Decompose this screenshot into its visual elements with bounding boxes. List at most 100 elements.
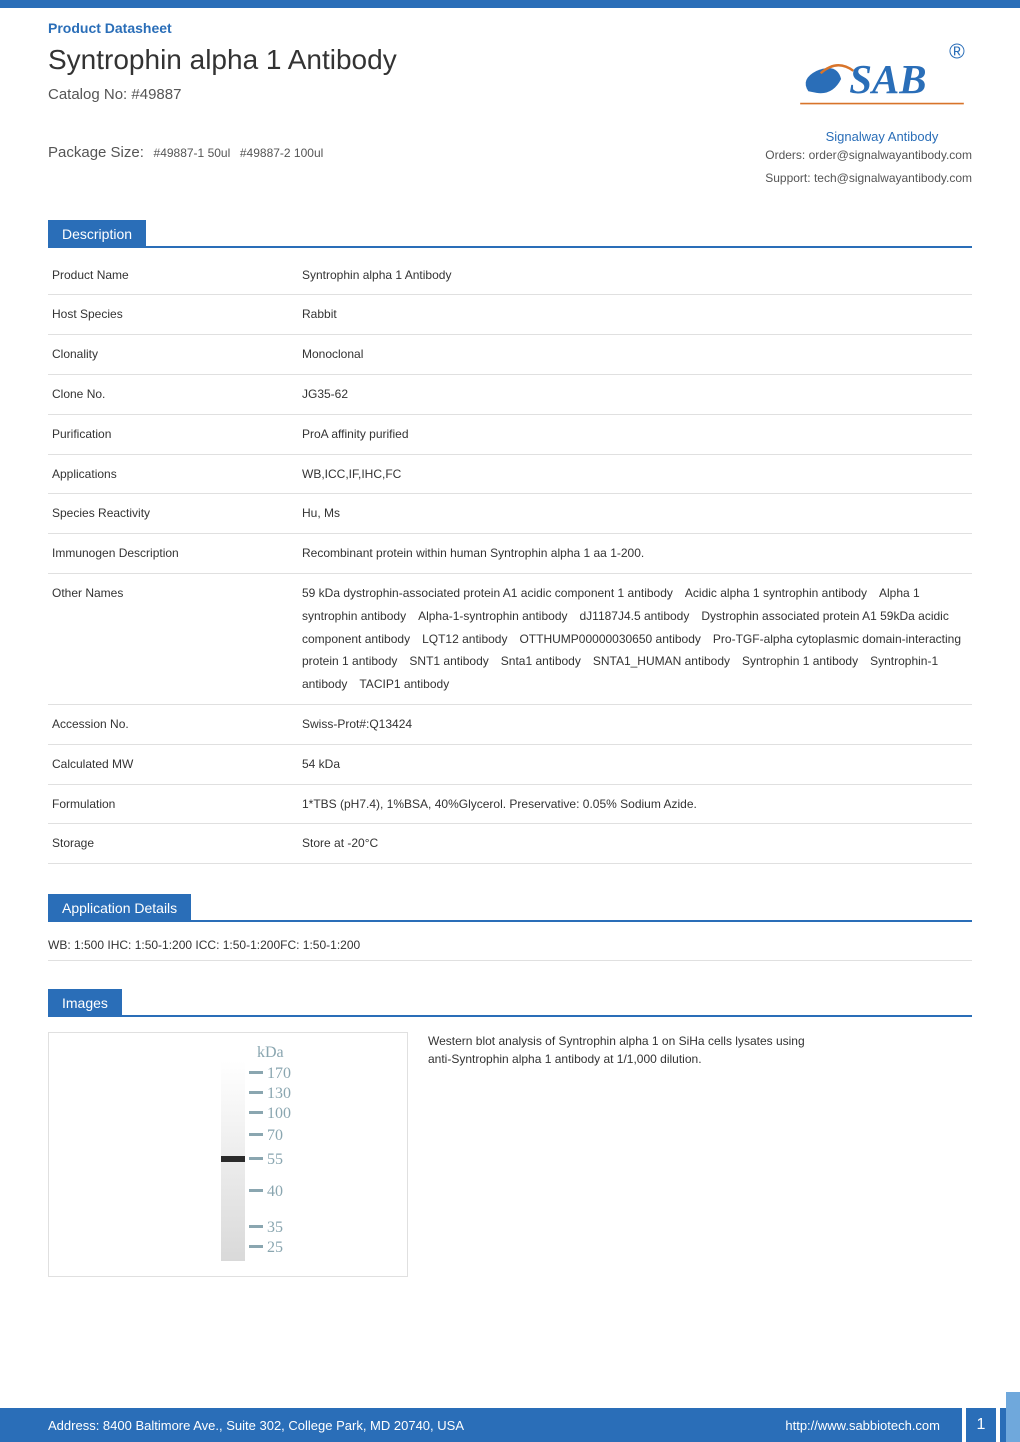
top-accent-bar bbox=[0, 0, 1020, 8]
western-blot-image: kDa 170 130 100 70 55 40 35 25 bbox=[48, 1032, 408, 1277]
catalog-line: Catalog No: #49887 bbox=[48, 86, 792, 103]
package-item-1: #49887-2 100ul bbox=[240, 146, 323, 160]
contact-block: Orders: order@signalwayantibody.com Supp… bbox=[765, 144, 972, 190]
marker-tick bbox=[249, 1245, 263, 1248]
row-label: Applications bbox=[48, 454, 298, 494]
header-row: Syntrophin alpha 1 Antibody Catalog No: … bbox=[48, 44, 972, 144]
row-label: Other Names bbox=[48, 573, 298, 704]
table-row: StorageStore at -20°C bbox=[48, 824, 972, 864]
marker-label: 70 bbox=[267, 1127, 283, 1144]
marker-tick bbox=[249, 1189, 263, 1192]
package-item-0: #49887-1 50ul bbox=[154, 146, 231, 160]
images-header: Images bbox=[48, 989, 122, 1017]
package-row: Package Size: #49887-1 50ul #49887-2 100… bbox=[48, 144, 972, 190]
row-label: Calculated MW bbox=[48, 744, 298, 784]
application-details-header: Application Details bbox=[48, 894, 191, 922]
image-caption: Western blot analysis of Syntrophin alph… bbox=[428, 1032, 808, 1277]
page-side-accent bbox=[1006, 1392, 1020, 1442]
row-value: JG35-62 bbox=[298, 374, 972, 414]
row-value: Monoclonal bbox=[298, 335, 972, 375]
western-blot-figure: kDa 170 130 100 70 55 40 35 25 bbox=[219, 1041, 359, 1271]
section-divider bbox=[48, 246, 972, 248]
row-value: 54 kDa bbox=[298, 744, 972, 784]
marker-tick bbox=[249, 1111, 263, 1114]
table-row: Host SpeciesRabbit bbox=[48, 295, 972, 335]
catalog-value: #49887 bbox=[131, 86, 181, 103]
row-value: Rabbit bbox=[298, 295, 972, 335]
description-header: Description bbox=[48, 220, 146, 248]
main-content: Product Datasheet Syntrophin alpha 1 Ant… bbox=[0, 8, 1020, 1277]
row-value: ProA affinity purified bbox=[298, 414, 972, 454]
marker-label: 25 bbox=[267, 1239, 283, 1256]
support-email: tech@signalwayantibody.com bbox=[814, 171, 972, 185]
table-row: Immunogen DescriptionRecombinant protein… bbox=[48, 534, 972, 574]
table-row: Species ReactivityHu, Ms bbox=[48, 494, 972, 534]
table-row: ClonalityMonoclonal bbox=[48, 335, 972, 375]
table-row: Accession No.Swiss-Prot#:Q13424 bbox=[48, 704, 972, 744]
footer-bar: Address: 8400 Baltimore Ave., Suite 302,… bbox=[0, 1408, 1020, 1442]
row-label: Species Reactivity bbox=[48, 494, 298, 534]
application-details-section: Application Details WB: 1:500 IHC: 1:50-… bbox=[48, 894, 972, 961]
application-details-text: WB: 1:500 IHC: 1:50-1:200 ICC: 1:50-1:20… bbox=[48, 930, 972, 961]
row-value: Swiss-Prot#:Q13424 bbox=[298, 704, 972, 744]
marker-label: 40 bbox=[267, 1183, 283, 1200]
table-row: Formulation1*TBS (pH7.4), 1%BSA, 40%Glyc… bbox=[48, 784, 972, 824]
section-divider bbox=[48, 1015, 972, 1017]
row-value: WB,ICC,IF,IHC,FC bbox=[298, 454, 972, 494]
blot-band bbox=[221, 1156, 245, 1162]
row-label: Storage bbox=[48, 824, 298, 864]
kda-label: kDa bbox=[257, 1044, 284, 1061]
footer-url: http://www.sabbiotech.com bbox=[785, 1418, 940, 1433]
registered-mark: ® bbox=[949, 40, 965, 64]
row-value: Hu, Ms bbox=[298, 494, 972, 534]
marker-tick bbox=[249, 1225, 263, 1228]
marker-label: 170 bbox=[267, 1065, 291, 1082]
row-label: Immunogen Description bbox=[48, 534, 298, 574]
images-row: kDa 170 130 100 70 55 40 35 25 Western blot ana… bbox=[48, 1032, 972, 1277]
table-row: Product NameSyntrophin alpha 1 Antibody bbox=[48, 256, 972, 295]
row-label: Clone No. bbox=[48, 374, 298, 414]
description-section: Description Product NameSyntrophin alpha… bbox=[48, 220, 972, 865]
marker-label: 130 bbox=[267, 1085, 291, 1102]
logo-brand-text: SAB bbox=[849, 57, 926, 102]
row-label: Host Species bbox=[48, 295, 298, 335]
footer-address: Address: 8400 Baltimore Ave., Suite 302,… bbox=[48, 1418, 785, 1433]
marker-label: 35 bbox=[267, 1219, 283, 1236]
marker-tick bbox=[249, 1091, 263, 1094]
row-value: 1*TBS (pH7.4), 1%BSA, 40%Glycerol. Prese… bbox=[298, 784, 972, 824]
table-row: ApplicationsWB,ICC,IF,IHC,FC bbox=[48, 454, 972, 494]
images-section: Images kDa 1701301007055403525 W bbox=[48, 989, 972, 1277]
logo-block: SAB ® Signalway Antibody bbox=[792, 34, 972, 144]
row-value: Syntrophin alpha 1 Antibody bbox=[298, 256, 972, 295]
package-label: Package Size: bbox=[48, 144, 144, 161]
table-row: Calculated MW54 kDa bbox=[48, 744, 972, 784]
support-line: Support: tech@signalwayantibody.com bbox=[765, 167, 972, 190]
row-label: Product Name bbox=[48, 256, 298, 295]
orders-label: Orders: bbox=[765, 148, 805, 162]
table-row: PurificationProA affinity purified bbox=[48, 414, 972, 454]
table-row: Other Names59 kDa dystrophin-associated … bbox=[48, 573, 972, 704]
orders-line: Orders: order@signalwayantibody.com bbox=[765, 144, 972, 167]
marker-tick bbox=[249, 1133, 263, 1136]
row-label: Formulation bbox=[48, 784, 298, 824]
logo-subtitle: Signalway Antibody bbox=[792, 129, 972, 144]
marker-label: 100 bbox=[267, 1105, 291, 1122]
marker-tick bbox=[249, 1071, 263, 1074]
catalog-label: Catalog No: bbox=[48, 86, 127, 103]
header-left: Syntrophin alpha 1 Antibody Catalog No: … bbox=[48, 44, 792, 133]
row-label: Accession No. bbox=[48, 704, 298, 744]
row-value: Recombinant protein within human Syntrop… bbox=[298, 534, 972, 574]
page-number: 1 bbox=[962, 1404, 1000, 1442]
description-table: Product NameSyntrophin alpha 1 AntibodyH… bbox=[48, 256, 972, 865]
row-label: Clonality bbox=[48, 335, 298, 375]
row-value: 59 kDa dystrophin-associated protein A1 … bbox=[298, 573, 972, 704]
row-value: Store at -20°C bbox=[298, 824, 972, 864]
marker-tick bbox=[249, 1157, 263, 1160]
marker-label: 55 bbox=[267, 1151, 283, 1168]
package-left: Package Size: #49887-1 50ul #49887-2 100… bbox=[48, 144, 323, 161]
table-row: Clone No.JG35-62 bbox=[48, 374, 972, 414]
support-label: Support: bbox=[765, 171, 810, 185]
brand-logo-icon: SAB ® bbox=[792, 34, 972, 124]
row-label: Purification bbox=[48, 414, 298, 454]
orders-email: order@signalwayantibody.com bbox=[809, 148, 972, 162]
